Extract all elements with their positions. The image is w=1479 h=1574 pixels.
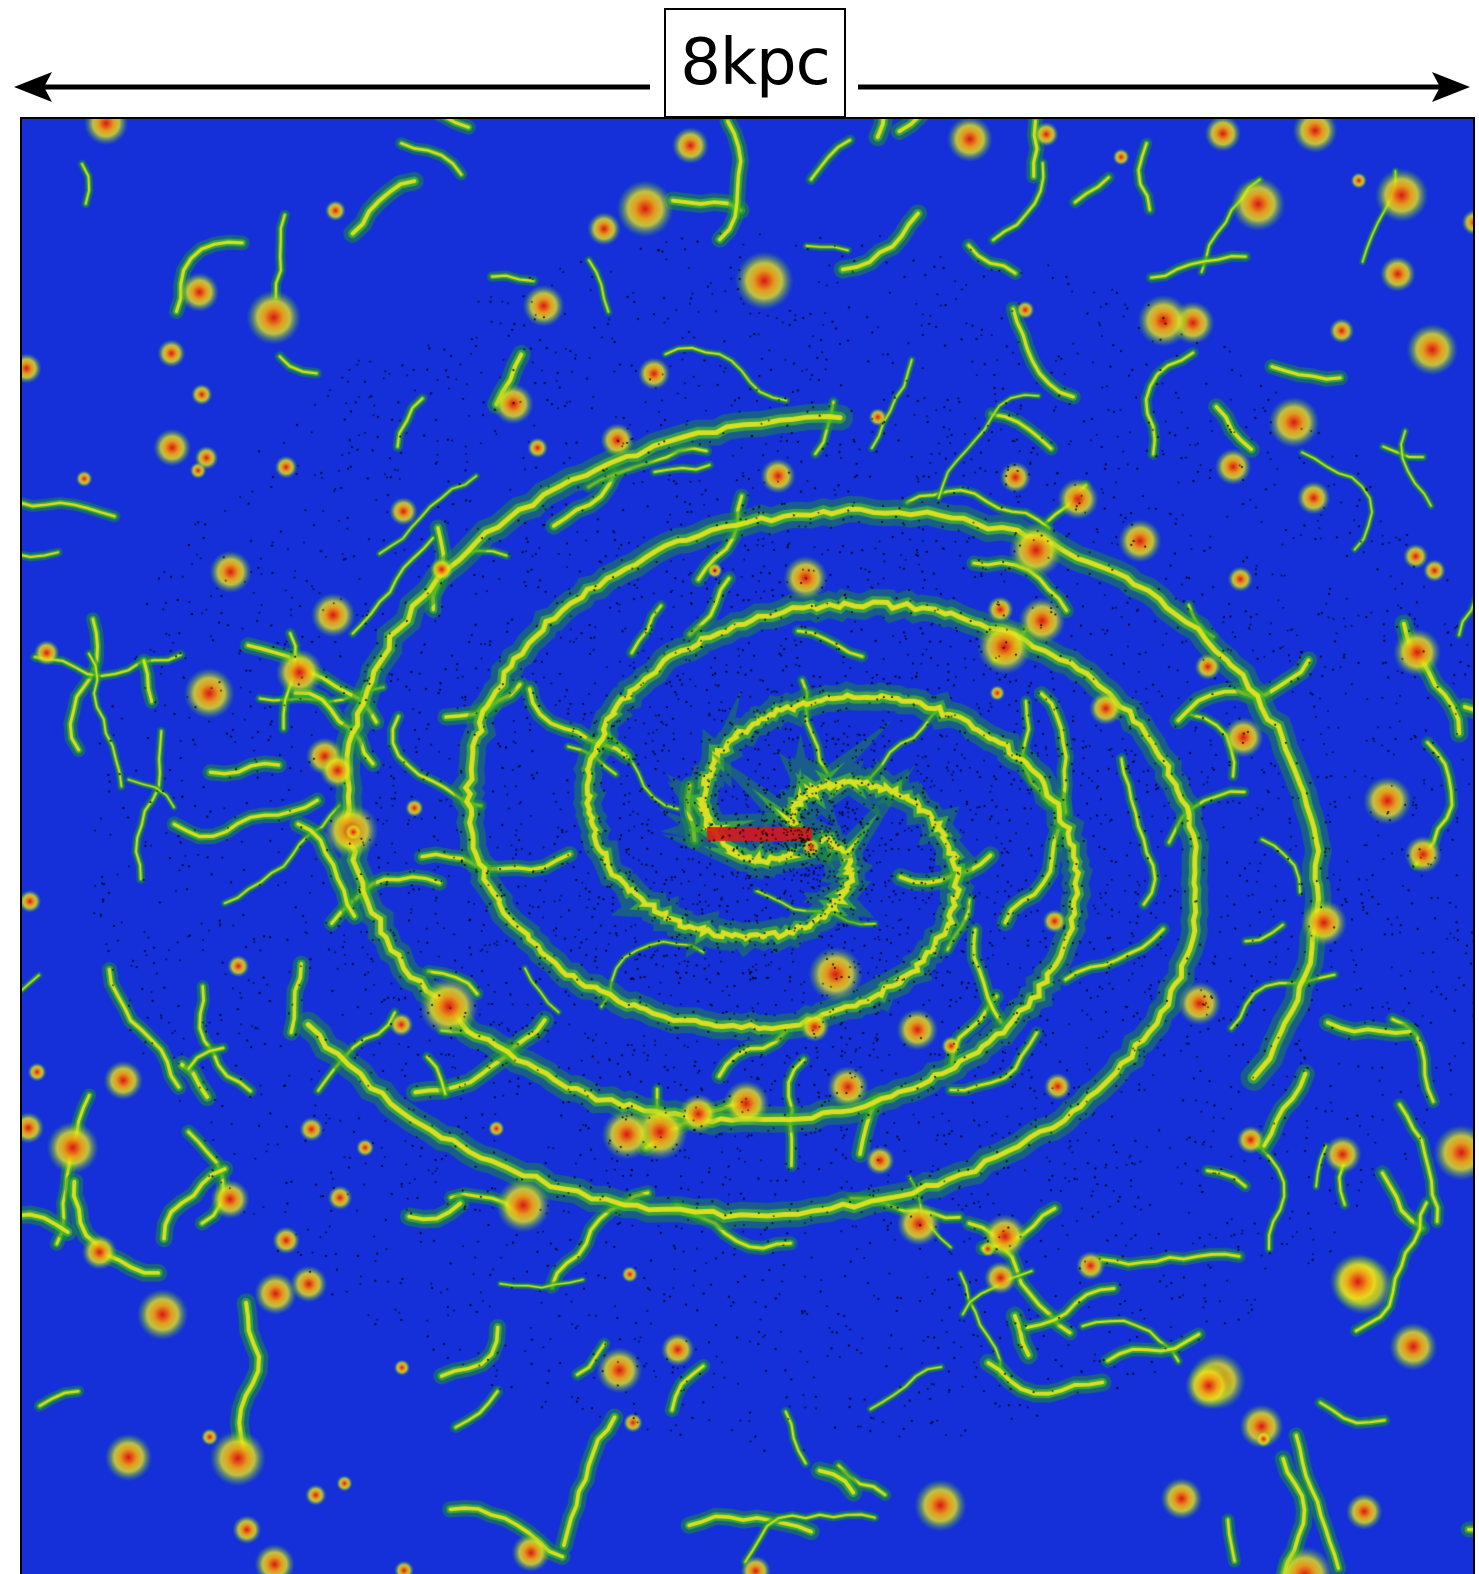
arrow-left-icon: [14, 72, 52, 102]
simulation-image: [20, 117, 1475, 1574]
scale-label: 8kpc: [680, 26, 831, 100]
scale-label-box: 8kpc: [664, 8, 846, 118]
scale-bar: 8kpc: [0, 0, 1479, 120]
density-map: [22, 119, 1473, 1574]
scale-arrow: [14, 72, 1470, 102]
arrow-right-icon: [1432, 72, 1470, 102]
